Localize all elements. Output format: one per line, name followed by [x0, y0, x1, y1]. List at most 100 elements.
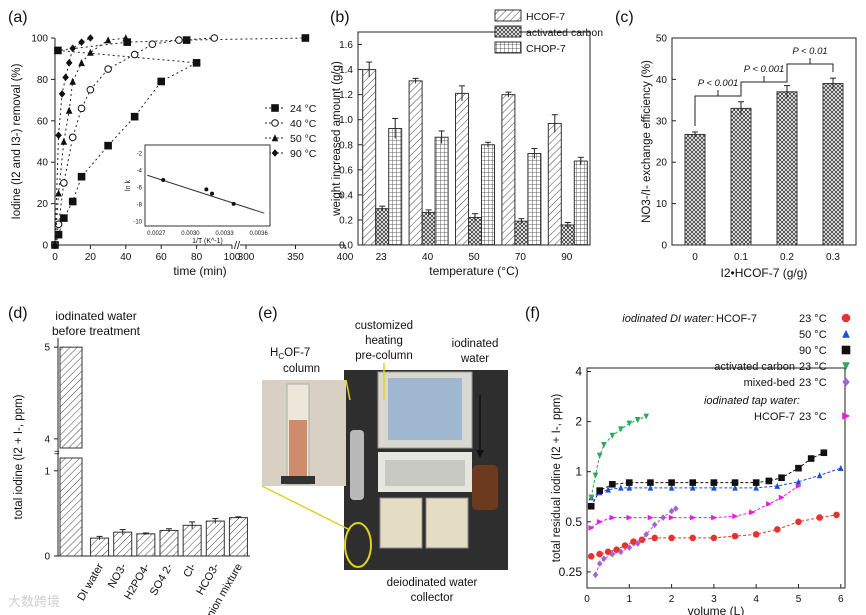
- f-y-label: total residual iodine (I2 + I-, ppm): [551, 394, 563, 563]
- water-label-2: water: [460, 353, 489, 365]
- f-point: [668, 514, 675, 521]
- f-legend-temp: 23 °C: [799, 377, 827, 389]
- f-point: [689, 484, 696, 491]
- photo-panel-e: HCOF-7 column customized heating pre-col…: [261, 320, 508, 604]
- f-point: [634, 540, 641, 547]
- f-point: [647, 479, 654, 486]
- f-point: [749, 509, 756, 516]
- a-inset-x-label: 1/T (K^-1): [192, 238, 223, 245]
- a-x-tick-label: 20: [85, 252, 97, 263]
- d-bar: [228, 517, 248, 557]
- b-y-label: weight increased amount (g/g): [331, 61, 343, 217]
- a-y-tick-label: 20: [37, 199, 49, 210]
- f-point: [753, 484, 759, 491]
- a-inset-frame: [144, 144, 271, 227]
- a-point: [104, 65, 112, 73]
- c-y-tick-label: 10: [656, 199, 668, 210]
- a-inset-x-tick-label: 0.0036: [249, 231, 268, 237]
- a-legend-label: 24 °C: [290, 103, 317, 115]
- d-y-tick-label: 4: [44, 434, 50, 445]
- a-point: [62, 73, 69, 82]
- f-x-label: volume (L): [688, 604, 745, 615]
- c-y-tick-label: 30: [656, 116, 668, 127]
- f-point: [765, 477, 773, 485]
- f-point: [638, 536, 646, 544]
- water-arrow-head: [476, 450, 484, 458]
- a-inset-x-tick-label: 0.0033: [215, 231, 234, 237]
- d-bar: [182, 524, 202, 557]
- b-y-tick-label: 1.4: [339, 65, 353, 76]
- panel-label-f: (f): [525, 305, 540, 322]
- c-bar: [730, 107, 752, 246]
- f-legend-label: HCOF-7: [716, 313, 757, 325]
- d-pre-bar-top: [59, 346, 83, 449]
- a-series-line: [54, 37, 126, 246]
- b-bar: [547, 122, 562, 246]
- c-significance-bracket: [786, 63, 834, 80]
- f-point: [820, 449, 828, 457]
- a-x-tick-label: 400: [337, 252, 354, 263]
- a-x-tick-label: 60: [156, 252, 168, 263]
- f-point: [621, 542, 629, 549]
- c-x-label: I2•HCOF-7 (g/g): [721, 266, 808, 280]
- panel-label-b: (b): [330, 9, 350, 26]
- d-y-label: total iodine (I2 + I-, ppm): [13, 394, 25, 519]
- c-significance-label: P < 0.001: [744, 64, 785, 75]
- a-inset-y-tick-label: -2: [137, 152, 143, 158]
- b-x-label: temperature (°C): [429, 264, 519, 278]
- f-x-tick-label: 0: [584, 594, 590, 605]
- f-point: [630, 538, 637, 545]
- f-point: [778, 494, 785, 501]
- b-bar: [573, 160, 588, 246]
- f-legend-label: HCOF-7: [754, 411, 795, 423]
- a-point: [130, 112, 139, 121]
- f-legend-label: mixed-bed: [744, 377, 795, 389]
- a-point: [55, 131, 62, 140]
- water-label-1: iodinated: [452, 338, 499, 350]
- f-point: [626, 484, 633, 491]
- b-bar: [388, 127, 403, 246]
- a-y-tick-label: 60: [37, 116, 49, 127]
- panel-label-d: (d): [8, 305, 28, 322]
- f-point: [605, 486, 611, 493]
- chart-c: 0 10 20 30 40 50 0 0.1 0.2 0.3 P < 0.001 P < 0.001 P…: [641, 34, 857, 280]
- d-pre-label-1: iodinated water: [55, 309, 136, 323]
- a-legend-marker: [271, 104, 279, 112]
- c-significance-label: P < 0.01: [792, 46, 827, 57]
- a-point: [51, 241, 59, 249]
- b-y-tick-label: 1.0: [339, 115, 353, 126]
- b-x-tick-label: 90: [561, 252, 573, 263]
- c-x-tick-label: 0.2: [780, 252, 794, 263]
- f-point: [731, 532, 739, 540]
- a-x-tick-label: 40: [120, 252, 132, 263]
- f-point: [587, 502, 595, 510]
- f-x-tick-label: 5: [796, 594, 802, 605]
- c-bar: [684, 133, 706, 246]
- a-point: [87, 48, 94, 56]
- f-series-line: [590, 467, 841, 498]
- a-point: [60, 137, 68, 145]
- f-point: [795, 464, 802, 472]
- f-point: [660, 514, 666, 521]
- f-point: [634, 417, 641, 424]
- f-y-tick-label: 0.5: [565, 515, 582, 529]
- d-bar: [136, 533, 156, 557]
- collector-label-2: collector: [411, 592, 454, 604]
- f-point: [604, 548, 612, 556]
- collector-label-1: deiodinated water: [387, 577, 478, 589]
- a-point: [68, 133, 77, 142]
- b-x-tick-label: 23: [376, 252, 388, 263]
- d-pre-bar-bottom: [59, 457, 83, 557]
- f-point: [668, 507, 675, 515]
- a-x-tick-label: 300: [238, 252, 255, 263]
- f-legend-marker: [842, 362, 850, 371]
- a-inset-y-tick-label: -10: [133, 220, 142, 226]
- f-point: [596, 452, 603, 459]
- c-y-label: NO3-/I- exchange efficiency (%): [641, 60, 653, 223]
- d-bar: [205, 520, 225, 557]
- d-bar: [159, 529, 179, 557]
- b-bar: [434, 136, 449, 246]
- d-y-tick-label: 0: [44, 552, 50, 563]
- f-point: [795, 518, 802, 526]
